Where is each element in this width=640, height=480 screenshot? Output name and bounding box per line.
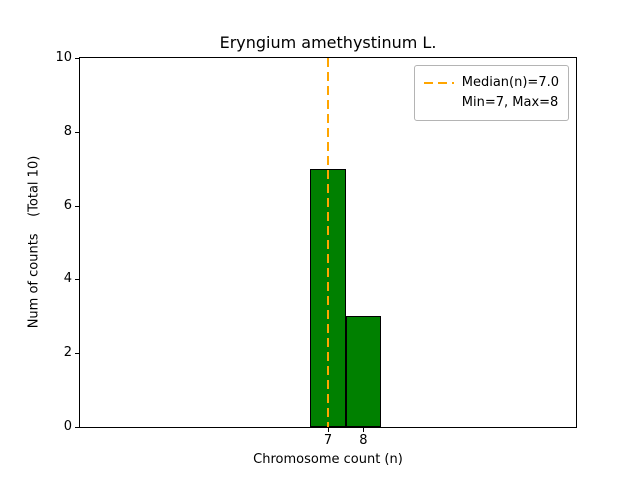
x-tick-label: 7	[323, 433, 333, 448]
legend-label: Min=7, Max=8	[461, 95, 559, 110]
x-tick-mark	[328, 428, 329, 432]
y-tick-label: 4	[63, 271, 72, 287]
median-dashed-line-swatch	[423, 82, 454, 84]
bar-n8	[345, 316, 382, 427]
y-tick-mark	[75, 279, 79, 281]
y-tick-mark	[75, 58, 79, 59]
y-tick-mark	[75, 205, 79, 207]
y-tick-label: 8	[63, 123, 72, 139]
plot-area: Median(n)=7.0 Min=7, Max=8	[79, 57, 577, 428]
y-tick-label: 6	[63, 197, 72, 213]
median-line	[327, 58, 329, 427]
legend-entry-minmax: Min=7, Max=8	[424, 93, 559, 113]
legend-entry-median: Median(n)=7.0	[423, 73, 559, 93]
y-tick-label: 10	[55, 50, 72, 65]
y-axis-label: Num of counts (Total 10)	[26, 155, 42, 329]
y-tick-label: 0	[63, 419, 72, 434]
y-tick-mark	[75, 427, 79, 428]
legend-label: Median(n)=7.0	[461, 75, 559, 90]
y-tick-label: 2	[63, 345, 72, 361]
empty-swatch	[424, 102, 454, 104]
x-axis-label: Chromosome count (n)	[253, 452, 403, 467]
y-tick-mark	[75, 131, 79, 133]
chart-title: Eryngium amethystinum L.	[219, 33, 437, 52]
x-tick-label: 8	[359, 433, 368, 448]
x-tick-mark	[363, 428, 365, 432]
y-tick-mark	[75, 353, 79, 355]
legend: Median(n)=7.0 Min=7, Max=8	[413, 65, 569, 121]
